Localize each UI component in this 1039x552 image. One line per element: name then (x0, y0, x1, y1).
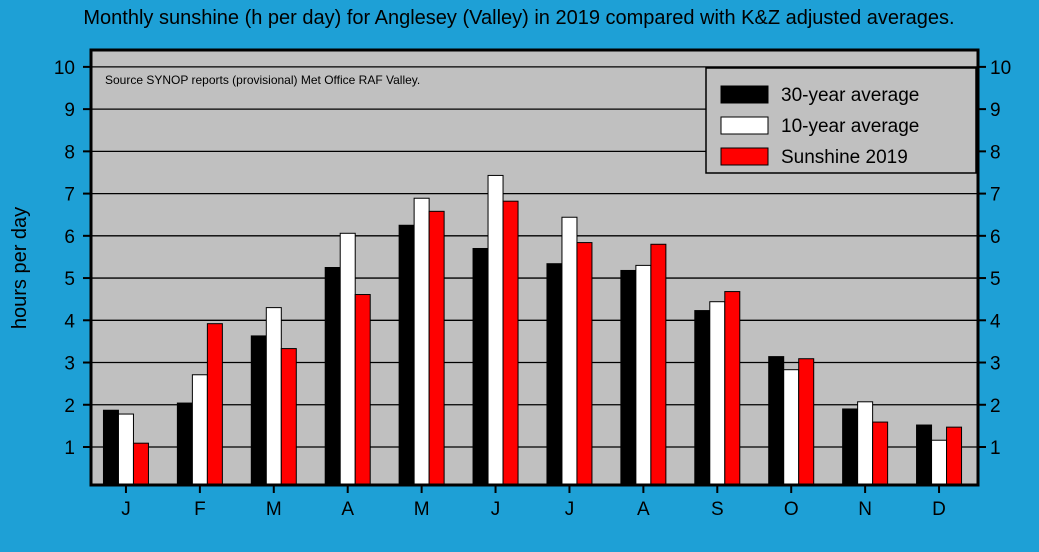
y-tick-label-right: 10 (990, 58, 1011, 79)
bar-10-year-average (561, 216, 578, 486)
x-tick-label: J (565, 499, 575, 520)
bar-10-year-average (265, 307, 282, 486)
bar-10-year-average (487, 174, 504, 486)
legend-swatch (720, 147, 769, 166)
bar-30-year-average (176, 402, 193, 486)
bar-10-year-average (191, 374, 208, 486)
bar-sunshine-2019 (354, 294, 371, 486)
bar-sunshine-2019 (724, 291, 741, 486)
y-axis-label: hours per day (9, 207, 31, 329)
bar-10-year-average (413, 197, 430, 486)
chart-title: Monthly sunshine (h per day) for Anglese… (83, 7, 954, 29)
bar-30-year-average (842, 408, 859, 486)
y-tick-label-left: 4 (64, 311, 75, 332)
bar-sunshine-2019 (872, 421, 889, 486)
source-annotation: Source SYNOP reports (provisional) Met O… (105, 73, 420, 87)
bar-30-year-average (398, 224, 415, 486)
bar-sunshine-2019 (206, 323, 223, 486)
legend-swatch (720, 116, 769, 135)
x-tick-label: M (266, 499, 282, 520)
bar-30-year-average (916, 424, 933, 486)
y-tick-label-left: 7 (64, 185, 75, 206)
x-tick-label: D (932, 499, 946, 520)
x-tick-label: J (121, 499, 131, 520)
bar-sunshine-2019 (428, 210, 445, 486)
y-tick-label-left: 9 (64, 100, 75, 121)
bar-10-year-average (635, 264, 652, 486)
x-tick-label: A (341, 499, 354, 520)
bar-10-year-average (931, 439, 948, 486)
bar-30-year-average (472, 247, 489, 486)
x-tick-label: N (858, 499, 872, 520)
y-tick-label-right: 2 (990, 396, 1001, 417)
y-tick-label-left: 5 (64, 269, 75, 290)
y-tick-label-left: 3 (64, 354, 75, 375)
y-tick-label-left: 1 (64, 438, 75, 459)
bar-sunshine-2019 (650, 243, 667, 486)
x-tick-label: A (637, 499, 650, 520)
bar-sunshine-2019 (576, 242, 593, 486)
y-tick-label-right: 8 (990, 142, 1001, 163)
y-tick-label-left: 8 (64, 142, 75, 163)
y-tick-label-left: 6 (64, 227, 75, 248)
y-tick-label-left: 2 (64, 396, 75, 417)
bar-30-year-average (324, 267, 341, 486)
y-tick-label-left: 10 (54, 58, 75, 79)
y-tick-label-right: 1 (990, 438, 1001, 459)
legend-label: 10-year average (781, 116, 919, 137)
bar-30-year-average (768, 356, 785, 486)
x-tick-label: M (414, 499, 430, 520)
bar-sunshine-2019 (946, 426, 963, 486)
bar-10-year-average (339, 232, 356, 486)
bar-sunshine-2019 (280, 348, 297, 486)
x-tick-label: S (711, 499, 724, 520)
bar-10-year-average (783, 369, 800, 486)
y-tick-label-right: 4 (990, 311, 1001, 332)
x-tick-label: F (194, 499, 206, 520)
bar-30-year-average (102, 409, 119, 486)
bar-10-year-average (709, 301, 726, 486)
bar-sunshine-2019 (502, 200, 519, 486)
y-tick-label-right: 6 (990, 227, 1001, 248)
plot-frame (89, 48, 980, 487)
bar-30-year-average (694, 310, 711, 486)
bar-sunshine-2019 (132, 442, 149, 486)
y-tick-label-right: 3 (990, 354, 1001, 375)
y-tick-label-right: 9 (990, 100, 1001, 121)
legend-swatch (720, 85, 769, 104)
y-tick-label-right: 7 (990, 185, 1001, 206)
bar-30-year-average (546, 263, 563, 486)
bar-10-year-average (857, 401, 874, 486)
x-tick-label: O (784, 499, 799, 520)
legend-label: Sunshine 2019 (781, 147, 908, 168)
legend-label: 30-year average (781, 85, 919, 106)
y-tick-label-right: 5 (990, 269, 1001, 290)
bar-30-year-average (250, 335, 267, 486)
bar-sunshine-2019 (798, 358, 815, 486)
x-tick-label: J (491, 499, 501, 520)
bar-30-year-average (620, 269, 637, 486)
bar-10-year-average (117, 413, 134, 486)
